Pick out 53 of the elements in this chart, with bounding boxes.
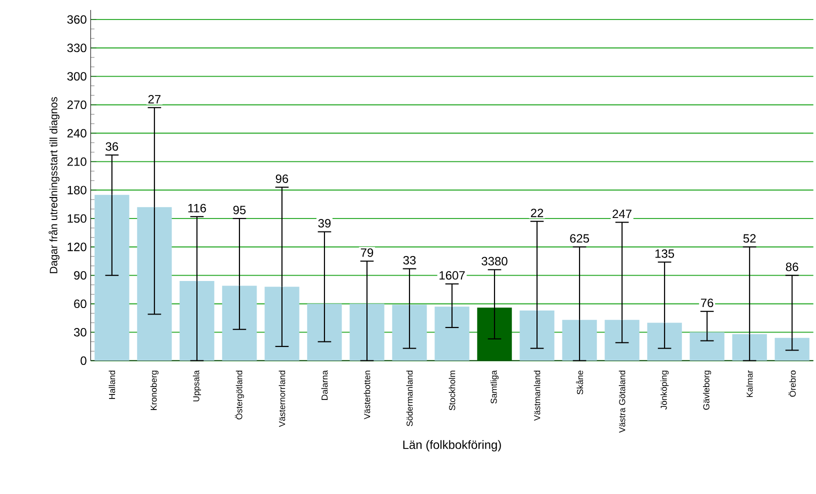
- x-tick-label: Östergötland: [234, 370, 244, 420]
- x-tick-label: Jönköping: [660, 370, 669, 410]
- bar: [94, 194, 130, 361]
- y-tick-label: 60: [74, 300, 86, 308]
- annotation: 36: [106, 142, 118, 151]
- annotation: 3380: [482, 256, 508, 266]
- annotation: 135: [655, 249, 674, 258]
- x-tick-label: Västra Götaland: [618, 370, 626, 433]
- y-tick-label: 330: [67, 44, 86, 52]
- x-tick-label: Skåne: [576, 370, 584, 394]
- annotation: 96: [276, 174, 288, 183]
- bar: [434, 306, 470, 361]
- x-tick-label: Västernorrland: [278, 370, 286, 427]
- annotation: 76: [701, 298, 714, 308]
- y-tick-label: 120: [68, 242, 86, 252]
- annotation: 625: [570, 234, 590, 243]
- y-tick-label: 270: [67, 100, 86, 110]
- bar: [774, 338, 810, 361]
- annotation: 95: [233, 206, 246, 214]
- x-tick-label: Stockholm: [448, 370, 456, 410]
- annotation: 27: [148, 94, 160, 104]
- y-tick-label: 150: [68, 214, 86, 223]
- annotation: 247: [612, 210, 632, 218]
- annotation: 116: [188, 204, 206, 212]
- y-tick-label: 240: [67, 128, 86, 138]
- bar: [690, 332, 724, 361]
- x-tick-label: Gävleborg: [703, 370, 712, 410]
- x-tick-label: Uppsala: [192, 370, 201, 402]
- y-tick-label: 300: [67, 72, 86, 81]
- x-tick-label: Samtliga: [490, 370, 499, 404]
- x-tick-label: Kronoberg: [150, 370, 158, 410]
- annotation: 52: [743, 234, 756, 243]
- x-tick-label: Kalmar: [746, 370, 753, 397]
- y-tick-label: 30: [74, 328, 86, 336]
- x-tick-label: Dalarna: [321, 370, 328, 400]
- y-tick-label: 90: [74, 271, 86, 280]
- y-tick-label: 180: [68, 186, 86, 194]
- x-tick-label: Västerbotten: [364, 370, 370, 420]
- y-axis-title: Dagar från utredningsstart till diagnos: [48, 97, 60, 274]
- annotation: 1607: [440, 271, 465, 280]
- annotation: 86: [786, 262, 798, 272]
- annotation: 39: [318, 219, 331, 228]
- y-tick-label: 210: [67, 157, 86, 166]
- x-tick-label: Örebro: [788, 370, 796, 397]
- x-tick-label: Västmanland: [534, 370, 540, 421]
- x-axis-title: Län (folkbokföring): [403, 440, 501, 452]
- annotation: 79: [360, 248, 374, 257]
- annotation: 22: [530, 208, 544, 218]
- x-tick-label: Halland: [108, 370, 116, 399]
- y-tick-label: 0: [80, 356, 86, 365]
- y-tick-label: 360: [67, 15, 86, 24]
- x-tick-label: Södermanland: [406, 370, 413, 426]
- annotation: 33: [403, 256, 416, 264]
